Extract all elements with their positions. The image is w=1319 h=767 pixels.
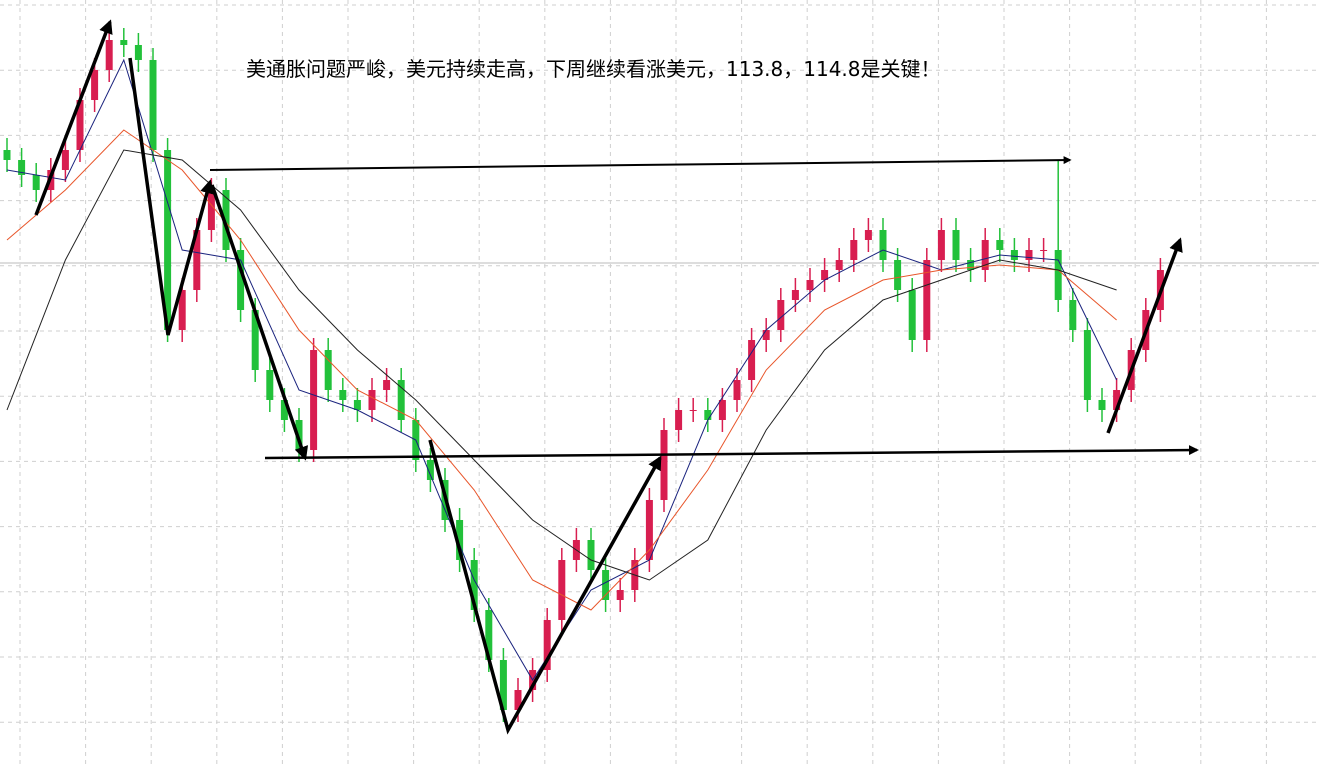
candle-body bbox=[178, 290, 186, 330]
candle-body bbox=[660, 430, 668, 500]
candle-body bbox=[981, 240, 989, 270]
candle-body bbox=[105, 40, 113, 70]
candle-body bbox=[835, 260, 843, 270]
candle-body bbox=[777, 300, 785, 330]
candle-body bbox=[1054, 250, 1062, 300]
candle-body bbox=[456, 520, 464, 560]
arrow bbox=[428, 439, 662, 735]
candle-body bbox=[996, 240, 1004, 250]
candle-body bbox=[280, 400, 288, 420]
candle-body bbox=[675, 410, 683, 430]
candle-body bbox=[850, 240, 858, 260]
arrow bbox=[34, 19, 113, 216]
candle-body bbox=[967, 260, 975, 270]
moving-average bbox=[6, 149, 1117, 581]
candle-body bbox=[353, 400, 361, 410]
candle-body bbox=[1098, 400, 1106, 410]
annotation: 美通胀问题严峻，美元持续走高，下周继续看涨美元，113.8，114.8是关键！ bbox=[246, 57, 941, 81]
candle-body bbox=[558, 560, 566, 620]
resistance-line bbox=[209, 156, 1072, 171]
candle-body bbox=[821, 270, 829, 280]
candle-body bbox=[879, 230, 887, 260]
candle-body bbox=[32, 175, 40, 190]
candle-body bbox=[937, 230, 945, 260]
candle-body bbox=[791, 290, 799, 300]
candle-body bbox=[237, 250, 245, 310]
candle-body bbox=[514, 690, 522, 710]
candle-body bbox=[251, 310, 259, 370]
candle-body bbox=[499, 660, 507, 710]
moving-average bbox=[6, 129, 1117, 611]
candle-body bbox=[1010, 250, 1018, 260]
candle-body bbox=[908, 290, 916, 340]
candle-body bbox=[120, 40, 128, 45]
candle-body bbox=[894, 260, 902, 290]
candle-body bbox=[18, 160, 26, 175]
candle-body bbox=[397, 380, 405, 420]
candle-body bbox=[207, 190, 215, 230]
candle-body bbox=[543, 620, 551, 670]
candle-body bbox=[762, 330, 770, 340]
candle-body bbox=[1113, 390, 1121, 410]
candle-body bbox=[76, 100, 84, 150]
candle-body bbox=[923, 260, 931, 340]
candle-body bbox=[426, 460, 434, 480]
plot bbox=[3, 28, 1164, 722]
candle-body bbox=[616, 590, 624, 600]
candle-body bbox=[470, 560, 478, 610]
arrow bbox=[210, 184, 309, 461]
candle-body bbox=[1083, 330, 1091, 400]
support-line bbox=[264, 445, 1199, 460]
candle-body bbox=[310, 350, 318, 450]
candle-body bbox=[193, 230, 201, 290]
candle-body bbox=[266, 370, 274, 400]
candle-body bbox=[645, 500, 653, 560]
candle-body bbox=[689, 410, 697, 411]
candle-body bbox=[324, 350, 332, 390]
candle-body bbox=[748, 340, 756, 380]
candle-body bbox=[222, 190, 230, 250]
candle-body bbox=[1069, 300, 1077, 330]
candle-body bbox=[134, 45, 142, 60]
candle-body bbox=[149, 60, 157, 150]
candle-body bbox=[704, 410, 712, 420]
candle-body bbox=[587, 540, 595, 570]
candle-body bbox=[368, 390, 376, 410]
candle-body bbox=[1040, 250, 1048, 251]
drawn-trend-arrows bbox=[34, 19, 1199, 735]
candle-body bbox=[3, 150, 11, 160]
candle-body bbox=[806, 280, 814, 290]
candle-body bbox=[602, 570, 610, 600]
arrow bbox=[128, 57, 214, 336]
candle-body bbox=[339, 390, 347, 400]
candle-body bbox=[718, 400, 726, 420]
candle-body bbox=[164, 150, 172, 330]
candle-body bbox=[1025, 250, 1033, 260]
candle-body bbox=[485, 610, 493, 660]
candle-body bbox=[952, 230, 960, 260]
candle-body bbox=[91, 70, 99, 100]
candle-body bbox=[61, 150, 69, 170]
arrow bbox=[1106, 237, 1183, 434]
candle-body bbox=[733, 380, 741, 400]
candle-body bbox=[864, 230, 872, 240]
candle-body bbox=[383, 380, 391, 390]
